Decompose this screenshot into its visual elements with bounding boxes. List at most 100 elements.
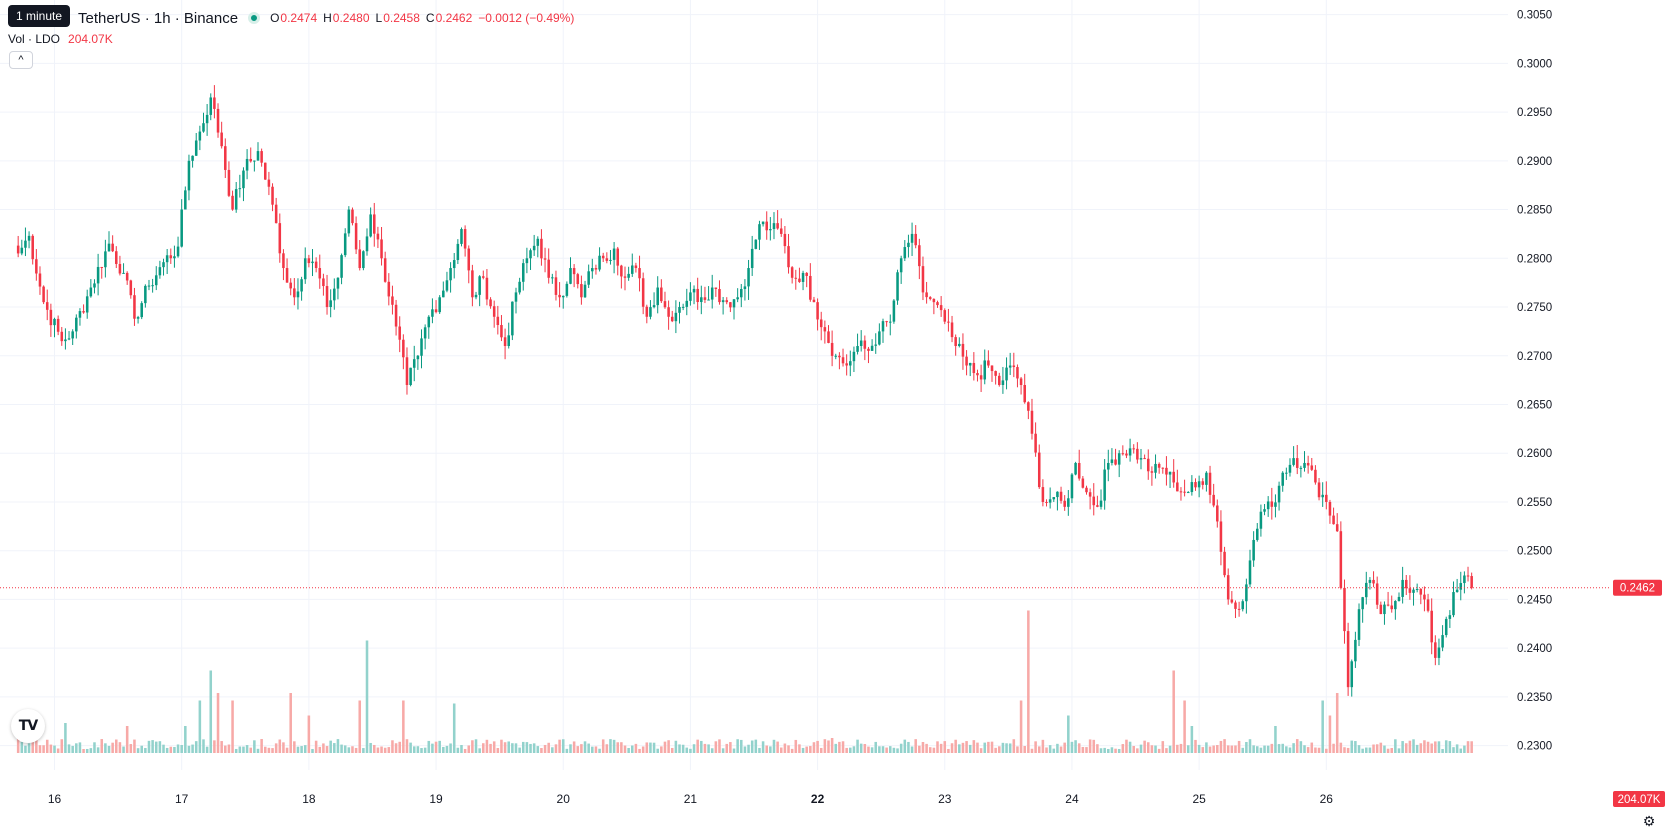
candle-body [351, 209, 354, 224]
candle-body [845, 363, 848, 366]
volume-bar [707, 744, 710, 753]
volume-bar [362, 748, 365, 753]
candle-body [322, 278, 325, 287]
volume-bar [209, 670, 213, 753]
symbol-title[interactable]: TetherUS · 1h · Binance [78, 9, 239, 27]
volume-bar [1332, 743, 1335, 753]
volume-bar [1299, 741, 1303, 753]
volume-label: Vol · LDO [8, 32, 61, 46]
market-status-dot-icon[interactable] [248, 12, 261, 24]
candle-body [1459, 583, 1463, 590]
candle-body [431, 309, 434, 317]
candle-body [1190, 482, 1194, 493]
candle-body [438, 297, 441, 313]
candle-body [296, 291, 300, 298]
volume-bar [56, 748, 60, 753]
candle-body [1121, 453, 1125, 455]
tradingview-logo[interactable]: TV [11, 709, 45, 743]
candle-body [1408, 588, 1412, 593]
candle-body [1143, 458, 1146, 460]
candle-body [478, 276, 481, 295]
volume-bar [1303, 745, 1306, 753]
candle-body [616, 248, 620, 266]
candle-body [939, 305, 943, 311]
volume-legend[interactable]: Vol · LDO 204.07K [8, 32, 113, 46]
price-axis[interactable]: 0.3050 0.3000 0.2950 0.2900 0.2850 0.2800 0.27… [1517, 10, 1552, 753]
volume-bar [1404, 743, 1408, 753]
candle-body [540, 238, 543, 259]
candle-body [1277, 485, 1281, 503]
volume-bar [1085, 747, 1088, 753]
candle-body [303, 258, 307, 280]
volume-bar [253, 740, 256, 753]
candle-body [1361, 597, 1364, 610]
volume-bar [1270, 743, 1274, 753]
volume-bar [514, 743, 518, 753]
volume-bar [1223, 739, 1226, 753]
candle-body [729, 302, 732, 308]
volume-bar [990, 741, 994, 753]
candle-body [921, 266, 925, 293]
candle-body [1117, 453, 1121, 465]
candle-body [118, 263, 122, 274]
candle-body [307, 258, 311, 264]
candle-body [423, 327, 427, 339]
candle-body [754, 239, 758, 249]
candle-body [383, 258, 387, 282]
volume-bar [449, 743, 452, 753]
volume-bar [115, 739, 118, 753]
volume-bar [1212, 745, 1215, 753]
candle-body [1397, 596, 1401, 601]
candle-body [750, 248, 754, 269]
volume-bar [925, 743, 928, 753]
candle-body [536, 238, 540, 246]
candle-body [176, 246, 180, 257]
candle-body [958, 343, 961, 347]
volume-bar [551, 747, 554, 753]
candle-body [1470, 576, 1473, 588]
candle-body [914, 233, 917, 246]
candle-body [856, 346, 859, 352]
candle-body [89, 287, 93, 297]
candle-body [1383, 604, 1386, 615]
volume-bar [1099, 748, 1103, 753]
volume-bar [580, 744, 583, 753]
settings-gear-icon[interactable]: ⚙ [1642, 812, 1656, 829]
volume-bar [660, 746, 663, 753]
volume-bar [245, 745, 249, 753]
volume-bar [1037, 746, 1041, 753]
volume-bar [333, 743, 336, 753]
volume-bar [460, 745, 463, 753]
volume-bar [1096, 744, 1099, 753]
candle-body [830, 342, 834, 356]
candle-body [358, 249, 362, 269]
candle-body [936, 302, 939, 306]
candle-body [405, 357, 409, 385]
candle-body [1045, 501, 1048, 503]
candle-body [253, 160, 256, 162]
time-axis[interactable]: 16 17 18 19 20 21 22 23 24 25 26 [48, 792, 1333, 806]
candle-body [899, 258, 903, 273]
grid-lines [0, 0, 1508, 770]
volume-bar [220, 741, 223, 753]
volume-bar [543, 744, 547, 753]
candle-body [1183, 491, 1186, 493]
candle-body [1019, 378, 1023, 385]
volume-bar [365, 640, 369, 753]
volume-bar [118, 742, 122, 753]
volume-bar [1259, 747, 1263, 753]
candle-body [354, 223, 358, 250]
candle-body [518, 281, 521, 293]
volume-bar [536, 746, 540, 753]
candle-body [209, 97, 213, 115]
time-tick-label: 25 [1192, 792, 1206, 806]
volume-bar [358, 700, 362, 753]
candle-body [968, 362, 972, 366]
candle-body [1314, 469, 1317, 483]
candle-body [271, 186, 274, 205]
collapse-legend-button[interactable]: ^ [9, 51, 33, 69]
volume-bar [187, 745, 191, 753]
volume-bar [667, 740, 670, 753]
volume-bar [405, 739, 409, 753]
